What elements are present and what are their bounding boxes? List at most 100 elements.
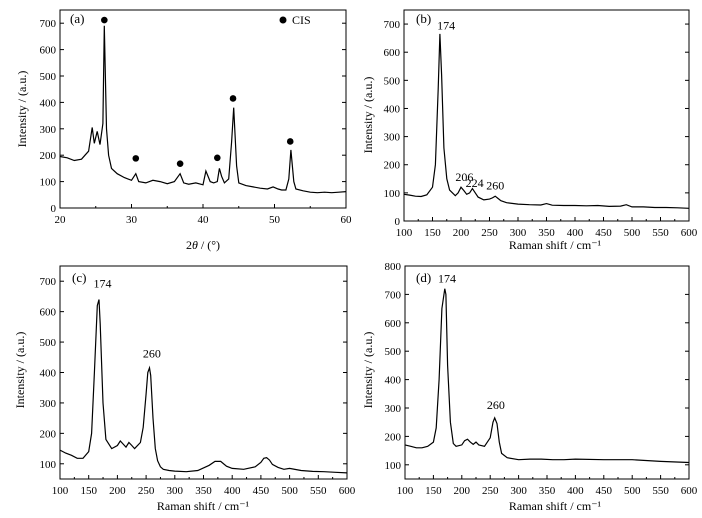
y-tick-label: 700 — [385, 289, 402, 301]
x-tick-label: 600 — [681, 227, 698, 239]
x-tick-label: 350 — [539, 485, 556, 497]
x-tick-label: 100 — [396, 227, 413, 239]
x-tick-label: 250 — [482, 485, 499, 497]
y-tick-label: 300 — [384, 132, 401, 144]
y-tick-label: 300 — [40, 398, 57, 410]
tick-group: 100 150 200 250 300 350 400 450 500 550 6000100200… — [384, 19, 698, 239]
y-tick-label: 100 — [385, 460, 402, 472]
cis-peak-marker — [176, 160, 184, 167]
y-axis-label: Intensity / (a.u.) — [361, 77, 375, 154]
legend-marker-icon — [279, 16, 287, 24]
tick-group: 100 150 200 250 300 350 400 450 500 550 600 100 200 3… — [385, 261, 698, 497]
x-tick-label: 300 — [167, 485, 184, 497]
peak-annotation: 260 — [487, 398, 505, 412]
y-tick-label: 100 — [384, 188, 401, 200]
plot-frame — [59, 265, 348, 480]
cis-peak-marker — [101, 16, 108, 24]
y-axis-label: Intensity / (a.u.) — [13, 332, 27, 409]
marker-group — [101, 16, 294, 167]
peak-annotation: 206 — [455, 170, 473, 184]
y-tick-label: 600 — [384, 47, 401, 59]
x-tick-label: 550 — [310, 485, 327, 497]
panel-b: 100 150 200 250 300 350 400 450 500 550 6000100200… — [361, 9, 698, 252]
x-tick-label: 20 — [55, 214, 67, 226]
x-tick-label: 500 — [624, 485, 641, 497]
x-tick-label: 600 — [339, 485, 356, 497]
x-tick-label: 250 — [481, 227, 498, 239]
cis-peak-marker — [286, 138, 294, 145]
x-tick-label: 450 — [595, 227, 612, 239]
x-tick-label: 40 — [198, 214, 210, 226]
y-tick-label: 500 — [40, 337, 57, 349]
x-tick-label: 200 — [454, 485, 471, 497]
panel-label: (d) — [416, 270, 431, 285]
x-axis-label: Raman shift / cm⁻¹ — [509, 238, 602, 252]
peak-annotation: 224 — [466, 176, 484, 190]
y-tick-label: 600 — [385, 318, 402, 330]
peak-annotation: 260 — [486, 179, 504, 193]
plot-frame — [403, 9, 690, 222]
y-tick-label: 700 — [40, 276, 57, 288]
x-tick-label: 400 — [567, 227, 584, 239]
y-axis-label: Intensity / (a.u.) — [361, 332, 375, 409]
x-tick-label: 150 — [425, 485, 442, 497]
x-tick-label: 450 — [253, 485, 270, 497]
y-tick-label: 400 — [40, 97, 57, 109]
cis-peak-marker — [229, 95, 237, 102]
x-tick-label: 400 — [224, 485, 241, 497]
y-tick-label: 400 — [385, 375, 402, 387]
tick-group: 100 150 200 250 300 350 400 450 500 550 600 100 200 3… — [40, 276, 356, 497]
annotation-group: 174 260 — [438, 272, 505, 412]
x-tick-label: 500 — [624, 227, 641, 239]
y-tick-label: 200 — [40, 150, 57, 162]
peak-annotation: 174 — [93, 276, 111, 290]
x-tick-label: 200 — [453, 227, 470, 239]
x-tick-label: 50 — [269, 214, 281, 226]
panel-label: (c) — [72, 270, 86, 285]
y-tick-label: 700 — [40, 18, 57, 30]
x-tick-label: 400 — [567, 485, 584, 497]
x-tick-label: 150 — [80, 485, 97, 497]
peak-annotation: 174 — [437, 18, 455, 32]
x-tick-label: 100 — [52, 485, 69, 497]
panel-label: (b) — [416, 11, 431, 26]
x-tick-label: 350 — [538, 227, 555, 239]
y-tick-label: 300 — [40, 124, 57, 136]
y-tick-label: 300 — [385, 403, 402, 415]
x-axis-label: Raman shift / cm⁻¹ — [157, 499, 250, 513]
x-axis-label: Raman shift / cm⁻¹ — [509, 499, 602, 513]
y-tick-label: 500 — [384, 75, 401, 87]
panel-label: (a) — [70, 11, 84, 26]
y-tick-label: 600 — [40, 307, 57, 319]
y-axis-label: Intensity / (a.u.) — [15, 71, 29, 148]
x-tick-label: 300 — [510, 485, 527, 497]
y-tick-label: 0 — [51, 203, 57, 215]
x-tick-label: 500 — [281, 485, 298, 497]
data-line — [59, 25, 347, 194]
legend-label: CIS — [292, 13, 311, 27]
annotation-group: 174 260 — [93, 276, 160, 360]
x-axis-label: 2θ / (°) — [186, 238, 220, 252]
x-tick-label: 100 — [397, 485, 414, 497]
x-tick-label: 550 — [652, 485, 669, 497]
y-tick-label: 400 — [384, 103, 401, 115]
y-tick-label: 500 — [40, 71, 57, 83]
y-tick-label: 200 — [385, 431, 402, 443]
x-tick-label: 300 — [510, 227, 527, 239]
y-tick-label: 500 — [385, 346, 402, 358]
x-tick-label: 350 — [195, 485, 212, 497]
y-tick-label: 200 — [384, 160, 401, 172]
y-tick-label: 600 — [40, 45, 57, 57]
cis-peak-marker — [132, 155, 140, 162]
x-tick-label: 450 — [596, 485, 613, 497]
data-line — [59, 299, 348, 474]
y-tick-label: 700 — [384, 19, 401, 31]
y-tick-label: 100 — [40, 459, 57, 471]
y-tick-label: 800 — [385, 261, 402, 273]
x-tick-label: 550 — [652, 227, 669, 239]
peak-annotation: 174 — [438, 272, 456, 286]
peak-annotation: 260 — [143, 346, 161, 360]
